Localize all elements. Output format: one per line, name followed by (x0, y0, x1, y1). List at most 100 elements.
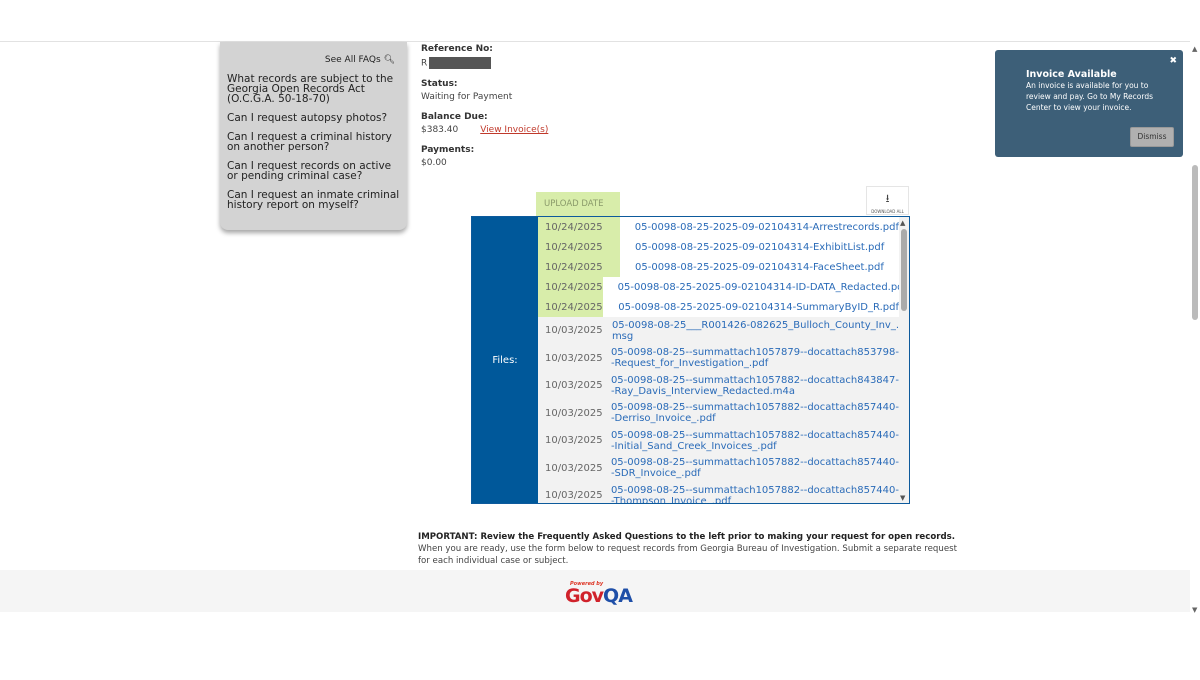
file-name: 05-0098-08-25--summattach1057882--docatt… (610, 457, 899, 469)
upload-date: 10/03/2025 (545, 325, 603, 337)
file-name-cont: msg (611, 330, 634, 342)
file-link[interactable]: 05-0098-08-25-2025-09-02104314-SummaryBy… (618, 302, 899, 313)
logo-govqa: GovQA (565, 585, 633, 607)
footer (0, 570, 1190, 612)
file-row: 10/03/2025 05-0098-08-25___R001426-082625… (538, 317, 899, 345)
file-link[interactable]: 05-0098-08-25___R001426-082625_Bulloch_C… (612, 320, 899, 342)
download-icon: ⭳ (885, 192, 890, 205)
file-name: 05-0098-08-25-2025-09-02104314-ExhibitLi… (635, 241, 885, 253)
upload-date: 10/24/2025 (538, 277, 603, 297)
file-name: 05-0098-08-25-2025-09-02104314-ID-DATA_R… (617, 281, 908, 293)
scroll-down-icon[interactable]: ▼ (900, 494, 906, 502)
upload-date: 10/03/2025 (545, 380, 603, 392)
balance-value: $383.40 (421, 125, 459, 135)
file-row: 10/03/2025 05-0098-08-25--summattach10578… (538, 344, 899, 372)
file-link[interactable]: 05-0098-08-25--summattach1057879--docatt… (611, 347, 899, 369)
file-name: 05-0098-08-25-2025-09-02104314-Arrestrec… (634, 221, 899, 233)
payments-label: Payments: (421, 145, 475, 155)
file-link[interactable]: 05-0098-08-25-2025-09-02104314-FaceSheet… (635, 262, 884, 273)
logo-powered-by: Powered by (570, 581, 604, 587)
upload-date: 10/24/2025 (538, 237, 620, 257)
notification-title: Invoice Available (1026, 69, 1117, 80)
upload-date: 10/03/2025 (545, 435, 603, 447)
status-label: Status: (421, 79, 458, 89)
file-name-cont: -Ray_Davis_Interview_Redacted.m4a (610, 385, 796, 397)
files-scrollbar[interactable]: ▲ ▼ (899, 217, 909, 503)
upload-date: 10/24/2025 (538, 257, 620, 277)
important-notice: IMPORTANT: Review the Frequently Asked Q… (418, 531, 963, 567)
close-icon[interactable]: ✖ (1169, 56, 1177, 66)
faq-item[interactable]: Can I request records on active or pendi… (227, 160, 392, 182)
balance-row: $383.40 View Invoice(s) (421, 125, 548, 135)
top-header (0, 0, 1190, 42)
page-scroll-up-icon[interactable]: ▲ (1192, 45, 1198, 53)
file-link[interactable]: 05-0098-08-25-2025-09-02104314-ExhibitLi… (635, 242, 884, 253)
payments-value: $0.00 (421, 158, 447, 168)
upload-date: 10/03/2025 (545, 490, 603, 502)
file-row: 10/03/2025 05-0098-08-25--summattach10578… (538, 482, 899, 504)
file-name-cont: -Thompson_Invoice_.pdf (610, 495, 732, 504)
page-scrollbar-thumb[interactable] (1192, 165, 1198, 320)
reference-prefix: R (421, 58, 428, 69)
file-rows: 10/24/2025 05-0098-08-25-2025-09-02104314… (538, 217, 907, 504)
file-row: 10/03/2025 05-0098-08-25--summattach10578… (538, 427, 899, 455)
see-all-label: See All FAQs (324, 55, 381, 65)
file-name: 05-0098-08-25--summattach1057882--docatt… (610, 374, 899, 386)
file-link[interactable]: 05-0098-08-25-2025-09-02104314-Arrestrec… (635, 222, 899, 233)
faq-list: What records are subject to the Georgia … (227, 74, 402, 219)
file-name-cont: -Derriso_Invoice_.pdf (610, 413, 716, 425)
file-row: 10/24/2025 05-0098-08-25-2025-09-02104314… (538, 237, 899, 257)
file-name: 05-0098-08-25-2025-09-02104314-FaceSheet… (635, 261, 884, 273)
upload-date: 10/03/2025 (545, 352, 603, 364)
file-name: 05-0098-08-25--summattach1057882--docatt… (610, 484, 899, 496)
page-scrollbar[interactable]: ▲ ▼ (1190, 42, 1200, 614)
redaction-box (429, 57, 492, 69)
upload-date: 10/03/2025 (545, 462, 603, 474)
file-link[interactable]: 05-0098-08-25--summattach1057882--docatt… (611, 430, 899, 452)
file-link[interactable]: 05-0098-08-25-2025-09-02104314-ID-DATA_R… (618, 282, 907, 293)
file-name-cont: -Request_for_Investigation_.pdf (610, 358, 769, 370)
notice-text: When you are ready, use the form below t… (418, 544, 957, 566)
files-table: Files: 10/24/2025 05-0098-08-25-2025-09-0… (471, 216, 910, 504)
upload-date: 10/24/2025 (538, 297, 604, 317)
file-row: 10/03/2025 05-0098-08-25--summattach10578… (538, 399, 899, 427)
scroll-up-icon[interactable]: ▲ (900, 219, 906, 227)
file-link[interactable]: 05-0098-08-25--summattach1057882--docatt… (611, 457, 899, 479)
view-invoice-link[interactable]: View Invoice(s) (480, 125, 549, 135)
status-value: Waiting for Payment (421, 92, 513, 102)
see-all-faqs-link[interactable]: See All FAQs 🔍︎ (325, 55, 395, 65)
file-row: 10/03/2025 05-0098-08-25--summattach10578… (538, 454, 899, 482)
file-name: 05-0098-08-25___R001426-082625_Bulloch_C… (611, 319, 899, 331)
upload-date-header[interactable]: UPLOAD DATE (536, 192, 620, 217)
file-link[interactable]: 05-0098-08-25--summattach1057882--docatt… (610, 484, 899, 504)
faq-panel: See All FAQs 🔍︎ What records are subject… (220, 42, 407, 230)
page-scroll-down-icon[interactable]: ▼ (1192, 606, 1198, 614)
reference-label: Reference No: (421, 44, 493, 54)
download-all-button[interactable]: ⭳ DOWNLOAD ALL (866, 186, 909, 215)
search-icon: 🔍︎ (383, 55, 395, 65)
file-name: 05-0098-08-25--summattach1057879--docatt… (610, 347, 899, 359)
file-name: 05-0098-08-25-2025-09-02104314-SummaryBy… (618, 301, 899, 313)
file-row: 10/03/2025 05-0098-08-25--summattach10578… (538, 372, 899, 400)
file-name-cont: -SDR_Invoice_.pdf (610, 468, 701, 480)
scrollbar-thumb[interactable] (901, 229, 907, 311)
govqa-logo[interactable]: Powered by GovQA (565, 581, 633, 607)
file-row: 10/24/2025 05-0098-08-25-2025-09-02104314… (538, 257, 899, 277)
file-name-cont: -Initial_Sand_Creek_Invoices_.pdf (610, 440, 777, 452)
upload-date: 10/03/2025 (545, 407, 603, 419)
notification-message: An invoice is available for you to revie… (1026, 81, 1153, 112)
faq-item[interactable]: Can I request an inmate criminal history… (227, 189, 400, 211)
faq-item[interactable]: Can I request autopsy photos? (227, 112, 388, 124)
upload-date: 10/24/2025 (538, 217, 620, 237)
file-row: 10/24/2025 05-0098-08-25-2025-09-02104314… (538, 297, 899, 317)
faq-item[interactable]: Can I request a criminal history on anot… (227, 131, 392, 153)
file-row: 10/24/2025 05-0098-08-25-2025-09-02104314… (538, 277, 907, 297)
download-all-label: DOWNLOAD ALL (871, 209, 904, 214)
faq-item[interactable]: What records are subject to the Georgia … (227, 73, 394, 105)
files-label: Files: (472, 217, 538, 503)
reference-value: R (421, 57, 548, 69)
dismiss-button[interactable]: Dismiss (1130, 127, 1174, 147)
file-link[interactable]: 05-0098-08-25--summattach1057882--docatt… (611, 375, 899, 397)
file-link[interactable]: 05-0098-08-25--summattach1057882--docatt… (611, 402, 899, 424)
file-name: 05-0098-08-25--summattach1057882--docatt… (610, 402, 899, 414)
